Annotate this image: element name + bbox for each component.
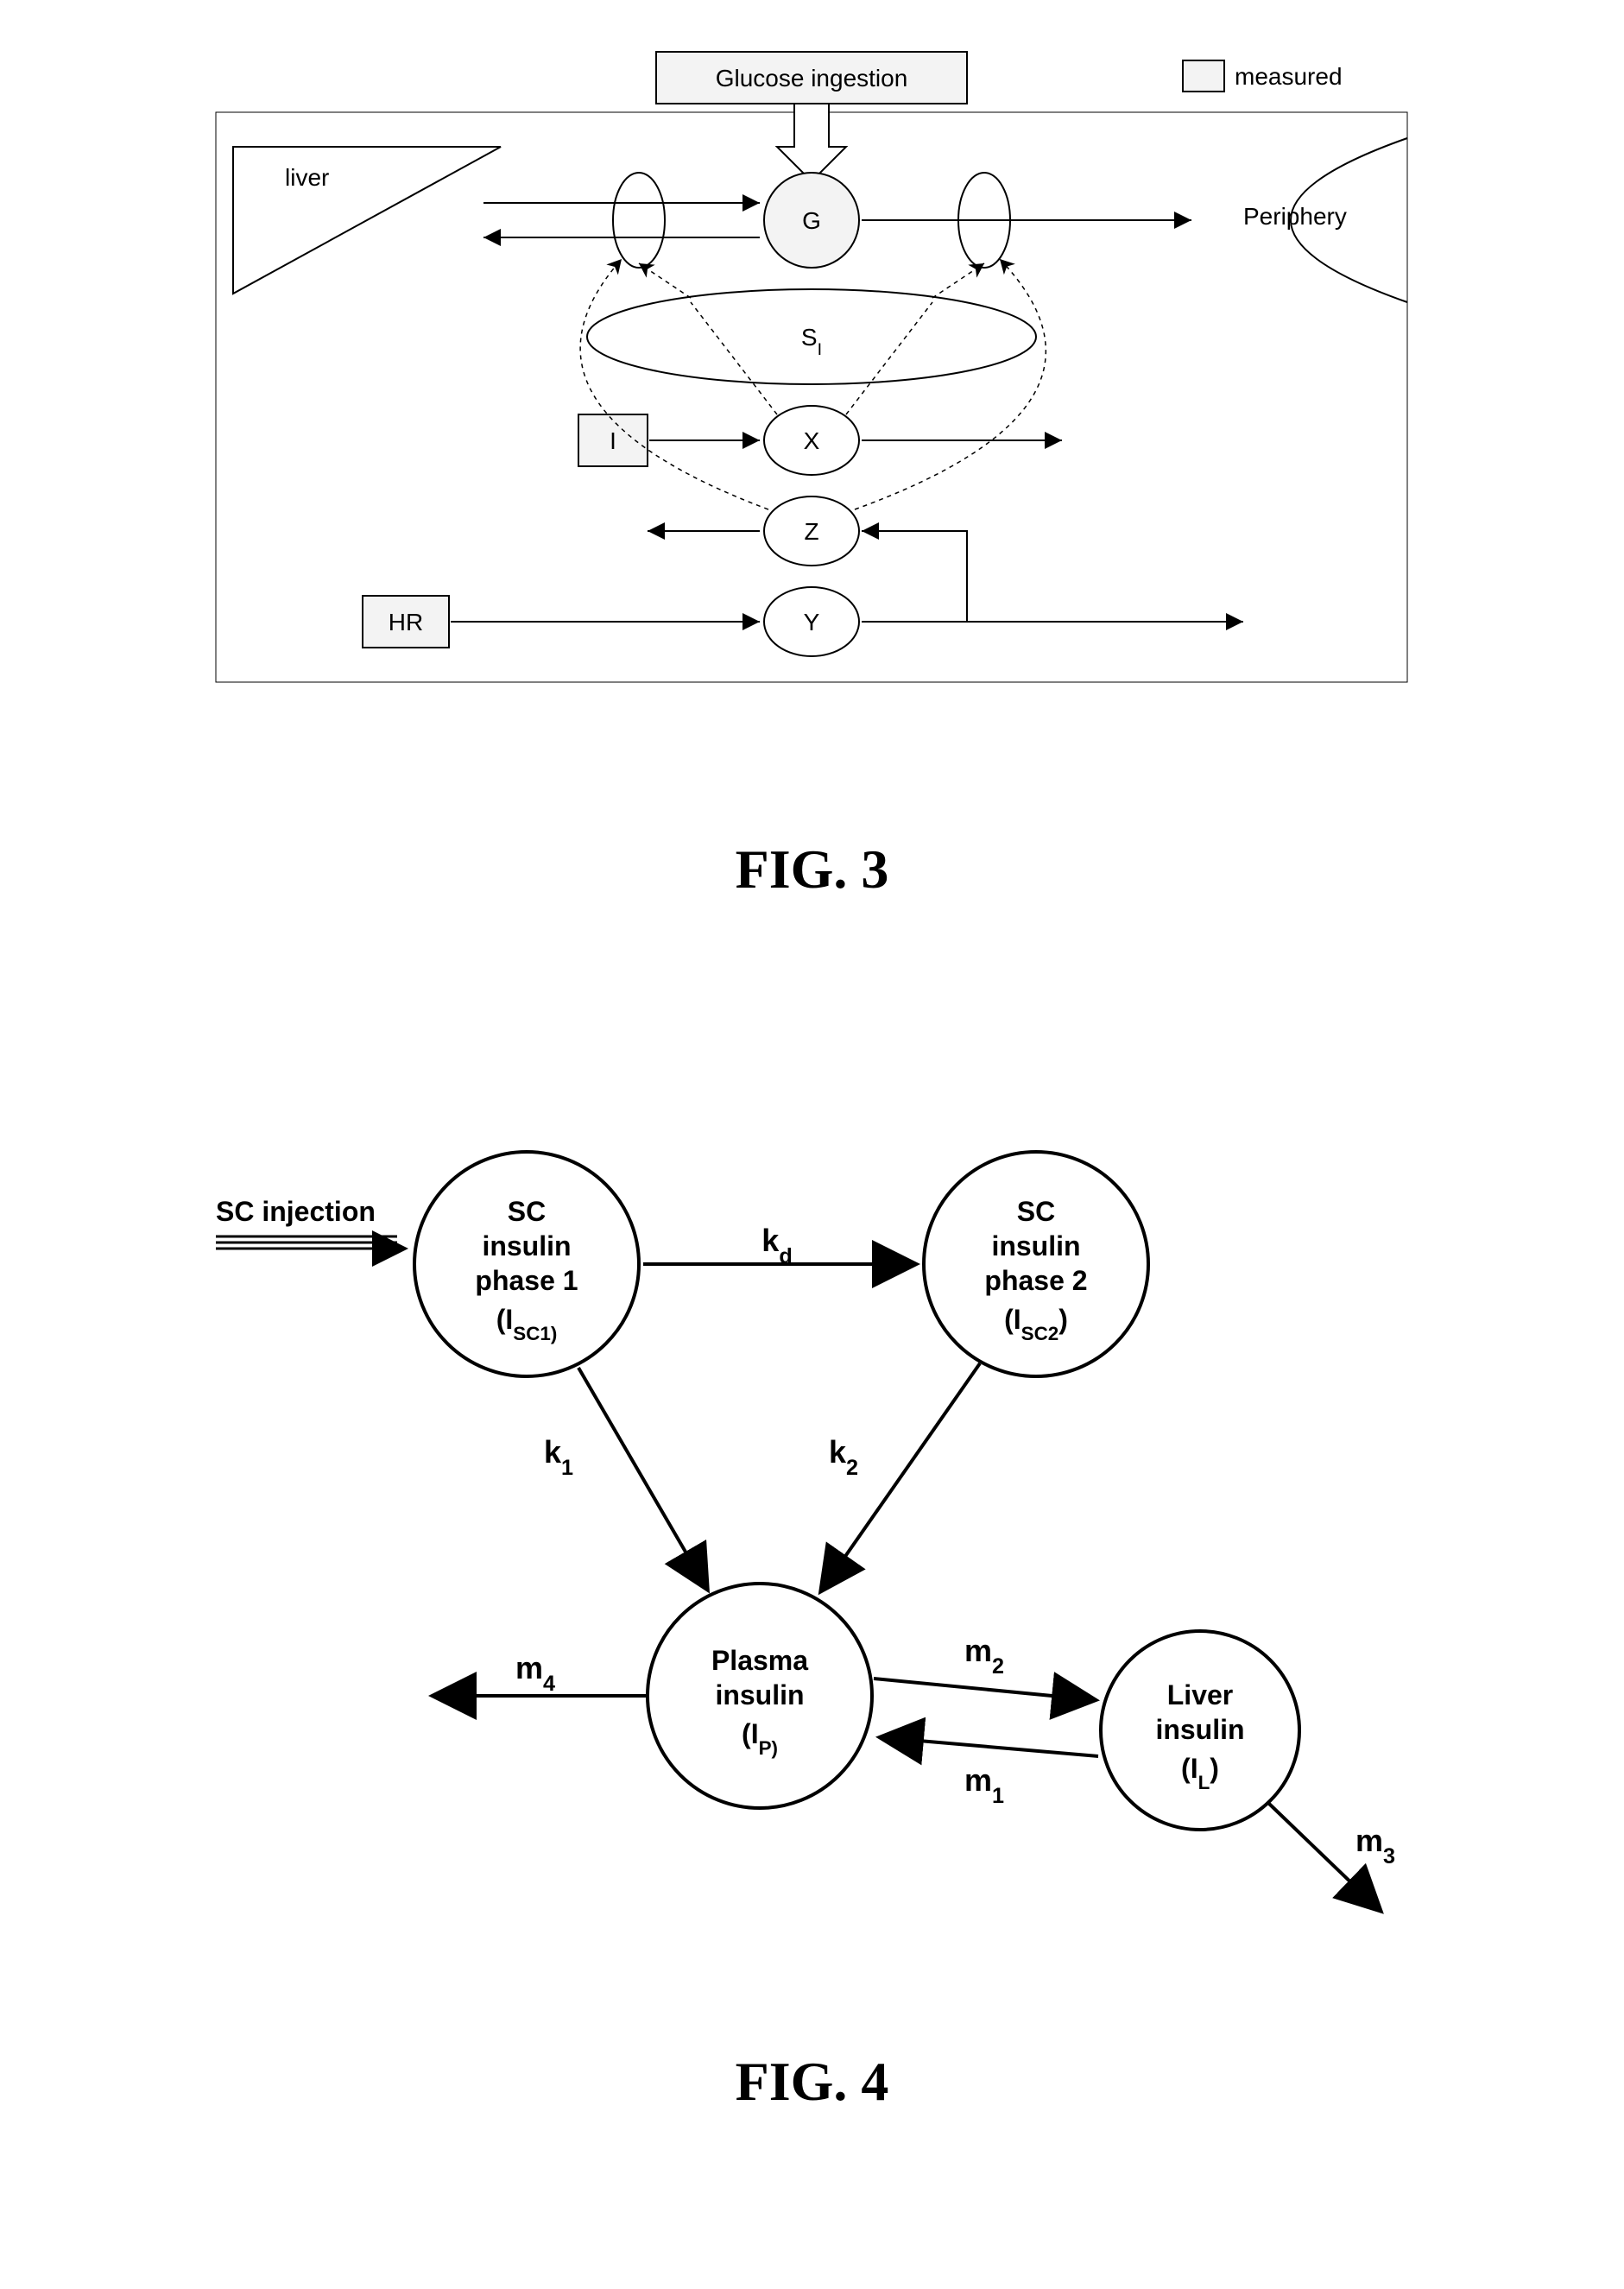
node-g-label: G <box>802 207 821 234</box>
edge-m1-label: m1 <box>964 1762 1004 1808</box>
arrow-y-to-z <box>862 531 967 622</box>
node-si-label: SI <box>801 324 822 359</box>
edge-kd-label: kd <box>761 1223 792 1268</box>
sc-injection-label: SC injection <box>216 1196 376 1227</box>
fig4-title: FIG. 4 <box>0 2050 1624 2114</box>
glucose-ingestion-label: Glucose ingestion <box>716 65 908 92</box>
node-plasma-l1: Plasma <box>711 1645 808 1676</box>
liver-shape <box>233 147 501 294</box>
dashed-x-right <box>846 302 932 414</box>
edge-k2 <box>820 1363 980 1592</box>
node-sc2-l1: SC <box>1017 1196 1055 1227</box>
liver-label: liver <box>285 164 329 191</box>
node-sc1-l1: SC <box>508 1196 546 1227</box>
legend-label: measured <box>1235 63 1343 90</box>
edge-k1-label: k1 <box>544 1434 573 1480</box>
node-liver-l2: insulin <box>1155 1714 1244 1745</box>
sc-injection-arrow <box>216 1236 406 1249</box>
node-sc2-l2: insulin <box>991 1230 1080 1261</box>
fig3-title: FIG. 3 <box>0 838 1624 901</box>
periphery-label: Periphery <box>1243 203 1347 230</box>
i-label: I <box>610 427 616 454</box>
dashed-z-right <box>855 259 1046 509</box>
hr-label: HR <box>389 609 423 635</box>
edge-m2-label: m2 <box>964 1633 1004 1679</box>
node-x-label: X <box>804 427 820 454</box>
node-z-label: Z <box>804 518 818 545</box>
node-plasma-l2: insulin <box>715 1679 804 1710</box>
dashed-si-right <box>932 263 984 298</box>
legend-swatch <box>1183 60 1224 92</box>
dashed-si-left <box>639 263 691 298</box>
edge-m3-label: m3 <box>1355 1823 1395 1869</box>
dashed-z-left <box>580 259 768 509</box>
ingestion-arrow <box>777 104 846 181</box>
edge-m4-label: m4 <box>515 1650 555 1696</box>
edge-m1 <box>879 1737 1098 1756</box>
node-liver-l1: Liver <box>1167 1679 1233 1710</box>
node-sc1-l3: phase 1 <box>475 1265 578 1296</box>
flux-ellipse-left <box>613 173 665 268</box>
node-sc2-l3: phase 2 <box>984 1265 1087 1296</box>
fig4-diagram: SC injection SC insulin phase 1 (ISC1) S… <box>207 1074 1416 2024</box>
node-y-label: Y <box>804 609 820 635</box>
node-sc1-l2: insulin <box>482 1230 571 1261</box>
edge-k1 <box>578 1368 708 1590</box>
edge-m2 <box>874 1679 1096 1700</box>
dashed-x-left <box>691 302 777 414</box>
edge-k2-label: k2 <box>829 1434 858 1480</box>
fig3-diagram: Glucose ingestion measured liver Periphe… <box>207 35 1416 812</box>
